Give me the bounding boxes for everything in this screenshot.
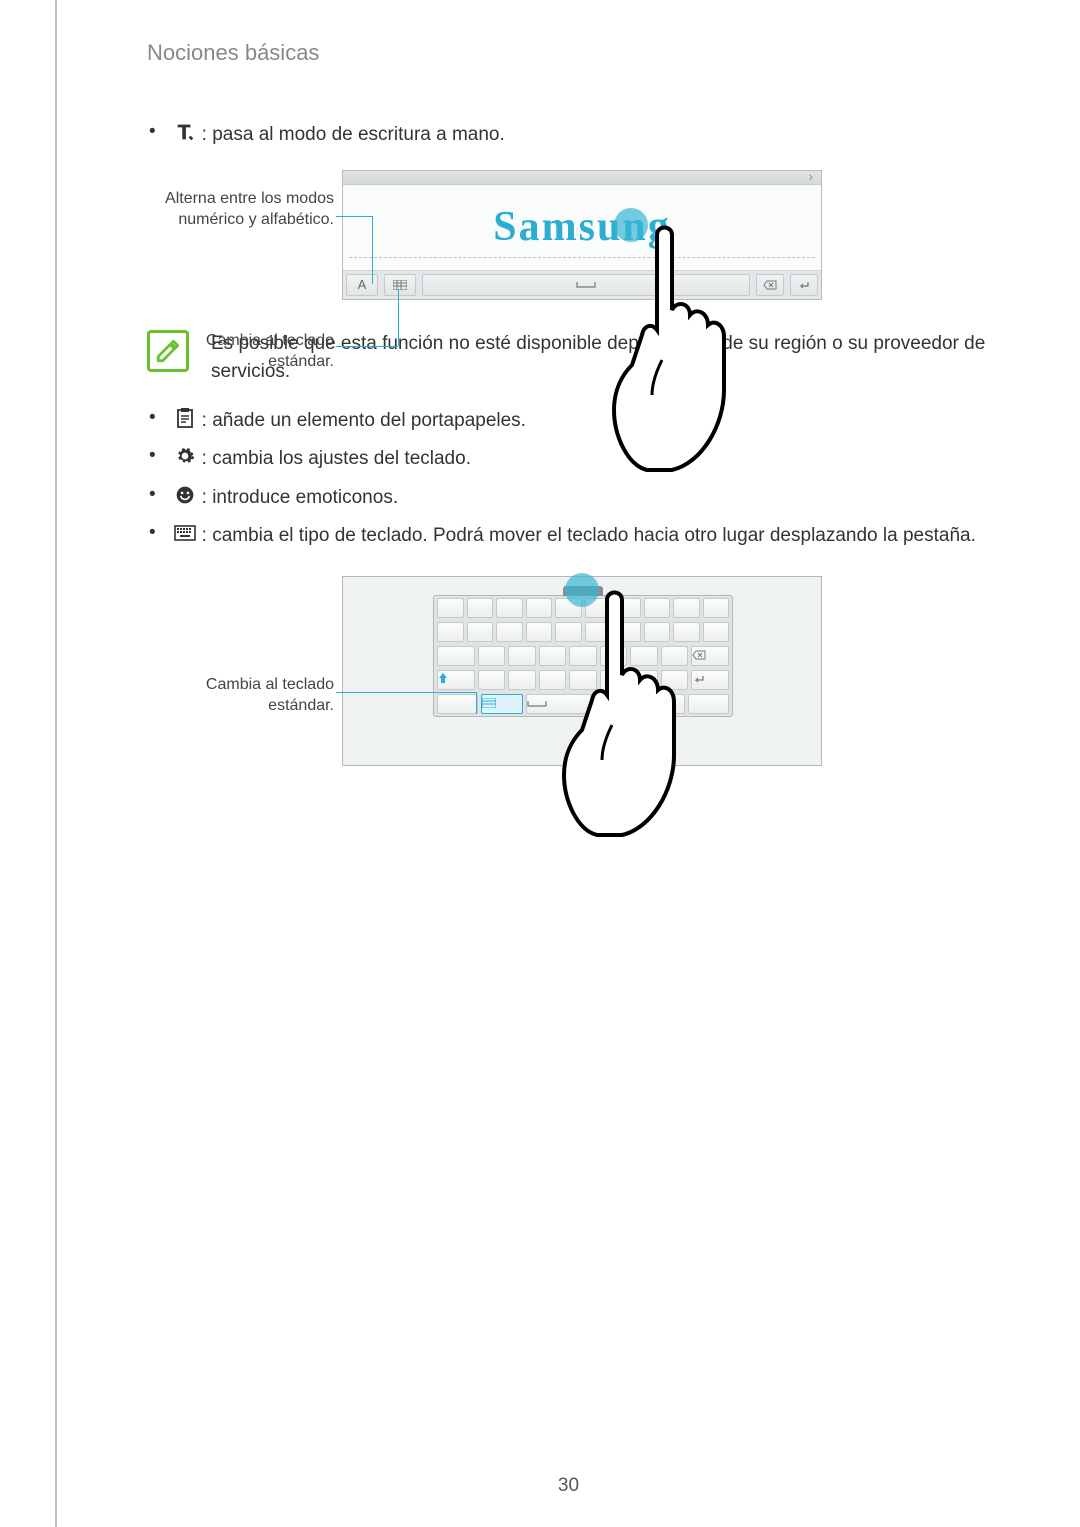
keyboard-switch-key[interactable] — [481, 694, 522, 714]
leader-line-3 — [336, 692, 476, 693]
diagram-canvas-2 — [342, 576, 1000, 766]
bullet-text: : pasa al modo de escritura a mano. — [202, 121, 1000, 150]
key[interactable] — [496, 598, 523, 618]
hw-alpha-toggle-button[interactable]: A — [346, 274, 378, 296]
bullet-settings: • : cambia los ajustes del teclado. — [147, 445, 1000, 474]
keyboard-grid-icon — [393, 280, 407, 290]
hw-backspace-button[interactable] — [756, 274, 784, 296]
space-bracket-icon — [527, 700, 547, 708]
keyboard-grid-icon — [482, 698, 496, 708]
clipboard-icon — [174, 407, 196, 429]
bullet-emoji: • : introduce emoticonos. — [147, 484, 1000, 513]
bullet-text: : introduce emoticonos. — [202, 484, 1000, 513]
hw-space-button[interactable] — [422, 274, 750, 296]
leader-drop-2 — [398, 290, 399, 346]
shift-icon — [438, 672, 448, 684]
bullet-handwriting-mode: • : pasa al modo de escritura a mano. — [147, 121, 1000, 150]
enter-icon — [797, 280, 811, 290]
key[interactable] — [437, 622, 464, 642]
bullet-marker: • — [149, 445, 156, 467]
bullet-marker: • — [149, 121, 156, 143]
key[interactable] — [703, 598, 730, 618]
key[interactable] — [526, 598, 553, 618]
backspace-icon — [763, 280, 777, 290]
floating-keyboard-diagram: Cambia al teclado estándar. — [147, 576, 1000, 766]
hw-topbar — [343, 171, 821, 185]
enter-key[interactable] — [691, 670, 729, 690]
key[interactable] — [526, 622, 553, 642]
key[interactable] — [703, 622, 730, 642]
key[interactable] — [508, 646, 536, 666]
key[interactable] — [437, 694, 478, 714]
bullet-clipboard: • : añade un elemento del portapapeles. — [147, 407, 1000, 436]
smiley-icon — [174, 484, 196, 506]
touch-indicator-1 — [614, 208, 648, 242]
key[interactable] — [437, 598, 464, 618]
hw-enter-button[interactable] — [790, 274, 818, 296]
key[interactable] — [437, 646, 475, 666]
page-number: 30 — [558, 1475, 579, 1497]
key[interactable] — [496, 622, 523, 642]
shift-key[interactable] — [437, 670, 475, 690]
hw-keyboard-switch-button[interactable] — [384, 274, 416, 296]
handwriting-panel: Samsung A — [342, 170, 822, 300]
hw-alpha-label: A — [358, 277, 367, 292]
enter-icon — [692, 674, 706, 684]
hw-toolbar: A — [343, 271, 821, 299]
bullet-text: : cambia los ajustes del teclado. — [202, 445, 1000, 474]
document-page: Nociones básicas • : pasa al modo de esc… — [55, 0, 1080, 1527]
leader-line-2 — [336, 346, 398, 347]
hand-pointer-2 — [552, 580, 682, 845]
key[interactable] — [478, 670, 506, 690]
bullet-marker: • — [149, 522, 156, 544]
bullet-marker: • — [149, 407, 156, 429]
bullet-list-top: • : pasa al modo de escritura a mano. — [147, 121, 1000, 150]
handwriting-t-icon — [174, 121, 196, 143]
callout-alpha-numeric: Alterna entre los modos numérico y alfab… — [147, 188, 334, 231]
key[interactable] — [467, 622, 494, 642]
bullet-marker: • — [149, 484, 156, 506]
handwriting-diagram: Alterna entre los modos numérico y alfab… — [147, 170, 1000, 300]
bullet-text: : añade un elemento del portapapeles. — [202, 407, 1000, 436]
backspace-key[interactable] — [691, 646, 729, 666]
hw-canvas: Samsung — [343, 185, 821, 271]
bullet-list-bottom: • : añade un elemento del portapapeles. … — [147, 407, 1000, 551]
key[interactable] — [467, 598, 494, 618]
callout-column-2: Cambia al teclado estándar. — [147, 576, 342, 766]
leader-line-1 — [336, 216, 372, 217]
key[interactable] — [508, 670, 536, 690]
key[interactable] — [478, 646, 506, 666]
diagram-canvas-1: Samsung A — [342, 170, 1000, 300]
section-title: Nociones básicas — [147, 40, 1000, 66]
hw-baseline — [349, 257, 815, 258]
gear-icon — [174, 445, 196, 467]
bullet-text: : cambia el tipo de teclado. Podrá mover… — [202, 522, 1000, 551]
leader-drop-1 — [372, 216, 373, 284]
bullet-keyboard-type: • : cambia el tipo de teclado. Podrá mov… — [147, 522, 1000, 551]
callout-column: Alterna entre los modos numérico y alfab… — [147, 170, 342, 300]
callout-standard-keyboard-2: Cambia al teclado estándar. — [147, 674, 334, 717]
key[interactable] — [688, 694, 729, 714]
backspace-icon — [692, 650, 706, 660]
space-bracket-icon — [576, 281, 596, 289]
keyboard-icon — [174, 522, 196, 544]
callout-standard-keyboard: Cambia al teclado estándar. — [147, 330, 334, 373]
leader-drop-3 — [476, 692, 477, 714]
